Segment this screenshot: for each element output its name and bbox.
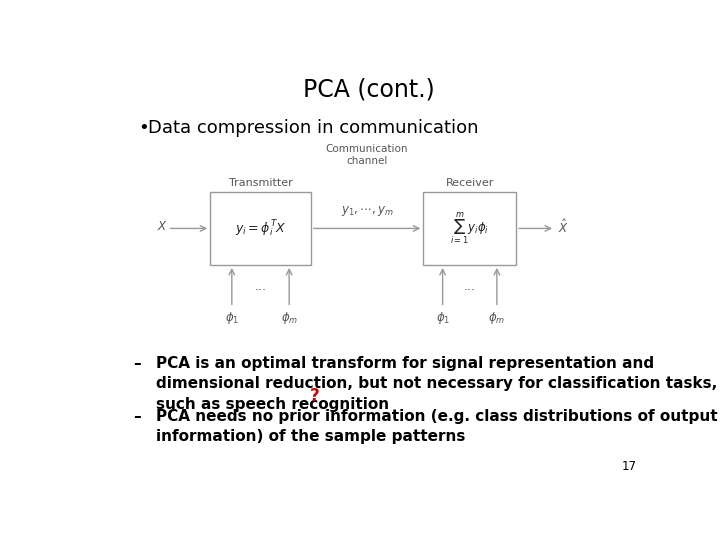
Text: –: –: [132, 356, 140, 371]
Text: $\phi_1$: $\phi_1$: [436, 310, 450, 326]
Text: $\phi_m$: $\phi_m$: [281, 310, 298, 326]
Text: $\phi_1$: $\phi_1$: [225, 310, 239, 326]
Text: $y_i=\phi_i^T X$: $y_i=\phi_i^T X$: [235, 218, 287, 239]
Text: Data compression in communication: Data compression in communication: [148, 119, 479, 137]
Text: PCA (cont.): PCA (cont.): [303, 77, 435, 102]
Text: $\sum_{i=1}^{m} y_i\phi_i$: $\sum_{i=1}^{m} y_i\phi_i$: [450, 211, 490, 246]
Text: •: •: [138, 119, 149, 137]
Text: 17: 17: [622, 460, 637, 473]
Text: $\hat{X}$: $\hat{X}$: [558, 218, 569, 236]
Text: ...: ...: [254, 280, 266, 293]
Text: PCA needs no prior information (e.g. class distributions of output
information) : PCA needs no prior information (e.g. cla…: [156, 409, 718, 444]
Text: –: –: [132, 409, 140, 424]
Text: ?: ?: [310, 387, 319, 405]
Text: ...: ...: [464, 280, 476, 293]
Bar: [423, 192, 516, 265]
Text: Receiver: Receiver: [446, 178, 494, 188]
Text: X: X: [157, 220, 165, 233]
Bar: [210, 192, 311, 265]
Text: $\phi_m$: $\phi_m$: [488, 310, 505, 326]
Text: $y_1,\cdots,y_m$: $y_1,\cdots,y_m$: [341, 204, 394, 218]
Text: Communication
channel: Communication channel: [326, 144, 408, 166]
Text: PCA is an optimal transform for signal representation and
dimensional reduction,: PCA is an optimal transform for signal r…: [156, 356, 717, 411]
Text: Transmitter: Transmitter: [229, 178, 292, 188]
